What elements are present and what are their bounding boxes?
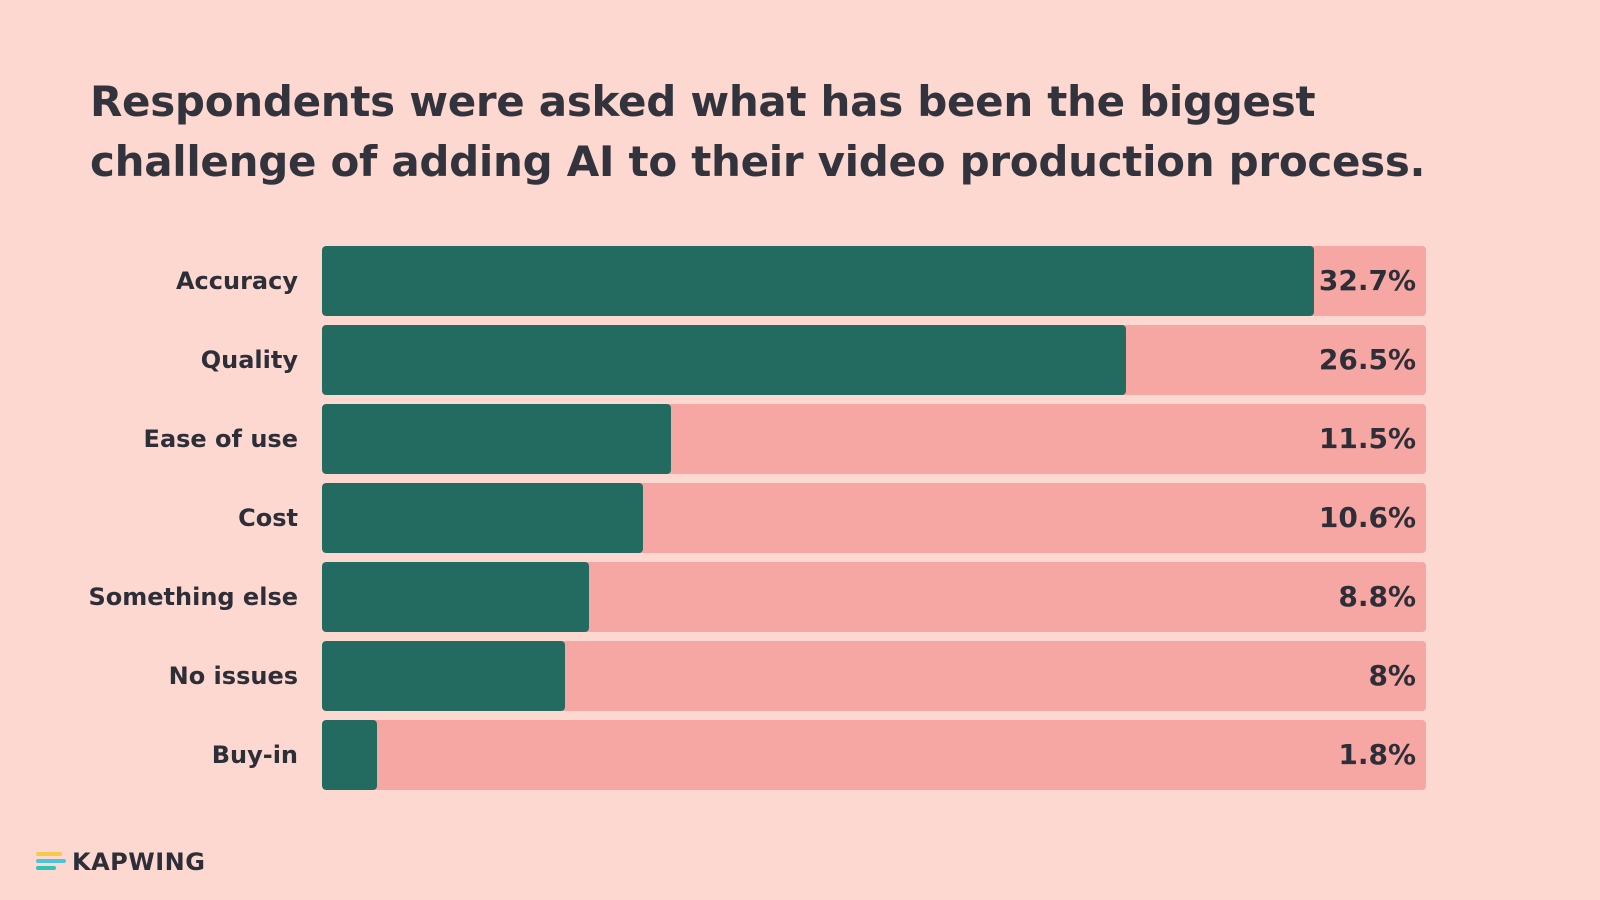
bar-track: 26.5% (322, 325, 1426, 395)
bar-track: 10.6% (322, 483, 1426, 553)
bar (322, 562, 589, 632)
value-label: 1.8% (1338, 738, 1416, 771)
kapwing-logo: KAPWING (36, 848, 205, 876)
chart-title: Respondents were asked what has been the… (90, 77, 1426, 186)
bar (322, 483, 643, 553)
bar (322, 325, 1126, 395)
value-label: 8.8% (1338, 580, 1416, 613)
category-label: Buy-in (211, 741, 298, 769)
category-label: No issues (168, 662, 298, 690)
bar-track: 8.8% (322, 562, 1426, 632)
value-label: 11.5% (1318, 422, 1416, 455)
value-label: 32.7% (1318, 264, 1416, 297)
bar-track: 8% (322, 641, 1426, 711)
bar (322, 246, 1314, 316)
bar-track: 1.8% (322, 720, 1426, 790)
kapwing-logo-icon (36, 852, 66, 872)
bar (322, 720, 377, 790)
category-label: Ease of use (143, 425, 298, 453)
bar (322, 641, 565, 711)
value-label: 26.5% (1318, 343, 1416, 376)
bar (322, 404, 671, 474)
category-label: Something else (88, 583, 298, 611)
category-label: Accuracy (175, 267, 298, 295)
brand-name: KAPWING (72, 848, 206, 876)
category-label: Cost (238, 504, 298, 532)
value-label: 10.6% (1318, 501, 1416, 534)
value-label: 8% (1368, 659, 1416, 692)
bar-track: 11.5% (322, 404, 1426, 474)
bar-track: 32.7% (322, 246, 1426, 316)
category-label: Quality (200, 346, 298, 374)
